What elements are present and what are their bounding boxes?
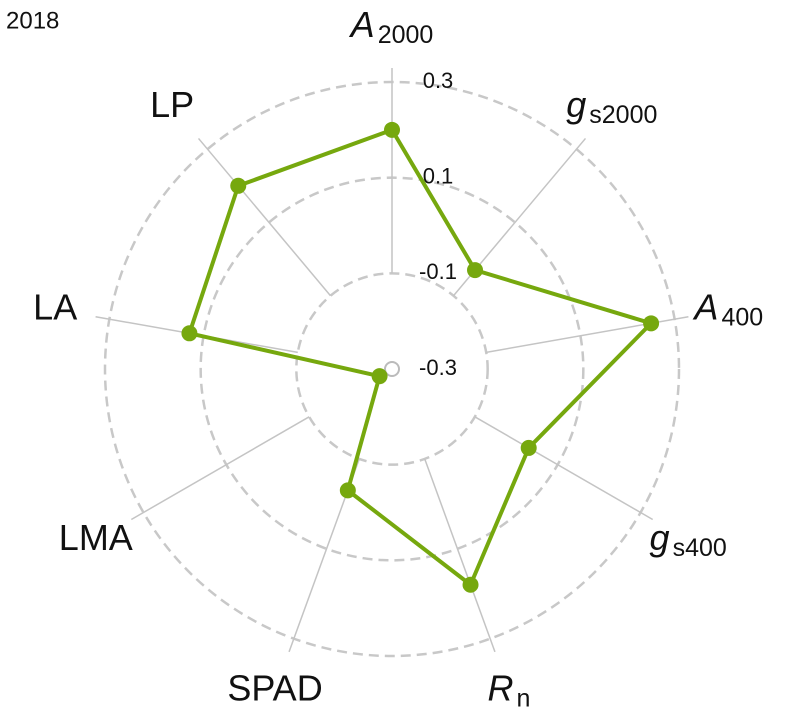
data-point xyxy=(467,262,484,279)
chart-title: 2018 xyxy=(6,7,59,34)
axis-label-main: A xyxy=(692,286,718,327)
axis-label: SPAD xyxy=(227,667,322,708)
r-tick-label: 0.1 xyxy=(423,163,454,188)
data-point xyxy=(643,315,660,332)
axis-label: A 2000 xyxy=(349,4,434,49)
axis-label-sub: 400 xyxy=(721,303,763,331)
axis-label: LP xyxy=(150,84,194,125)
axis-label-main: LP xyxy=(150,84,194,125)
axis-label-main: R xyxy=(488,667,514,708)
grid-ring xyxy=(295,272,489,466)
data-point xyxy=(384,121,400,138)
r-tick-label: -0.3 xyxy=(419,355,457,380)
axis-label: LA xyxy=(33,286,77,327)
spoke xyxy=(424,458,496,653)
r-tick-label: -0.1 xyxy=(419,259,457,284)
axis-label-main: g xyxy=(566,84,586,125)
r-tick-label: 0.3 xyxy=(423,68,454,93)
data-point xyxy=(371,368,388,385)
spoke xyxy=(197,137,332,297)
axis-label-main: A xyxy=(349,4,375,45)
spoke xyxy=(130,416,310,521)
axis-label: A 400 xyxy=(692,286,763,331)
data-point xyxy=(230,177,247,194)
axis-label-main: LA xyxy=(33,286,77,327)
axis-label-sub: 2000 xyxy=(378,21,434,49)
axis-label-sub: n xyxy=(517,684,531,712)
grid-ring xyxy=(384,361,400,377)
axis-label-main: g xyxy=(650,517,670,558)
axis-label-main: SPAD xyxy=(227,667,322,708)
axis-label: g s2000 xyxy=(566,84,657,129)
axis-label: g s400 xyxy=(650,517,727,562)
data-point xyxy=(520,439,537,456)
data-point xyxy=(181,325,198,342)
data-point xyxy=(339,482,356,499)
data-line xyxy=(187,127,654,587)
axis-label-sub: s2000 xyxy=(589,101,657,129)
spoke xyxy=(474,416,654,521)
axis-label-main: LMA xyxy=(59,517,133,558)
axis-label: LMA xyxy=(59,517,133,558)
data-point xyxy=(462,576,479,593)
axis-label-sub: s400 xyxy=(673,534,727,562)
